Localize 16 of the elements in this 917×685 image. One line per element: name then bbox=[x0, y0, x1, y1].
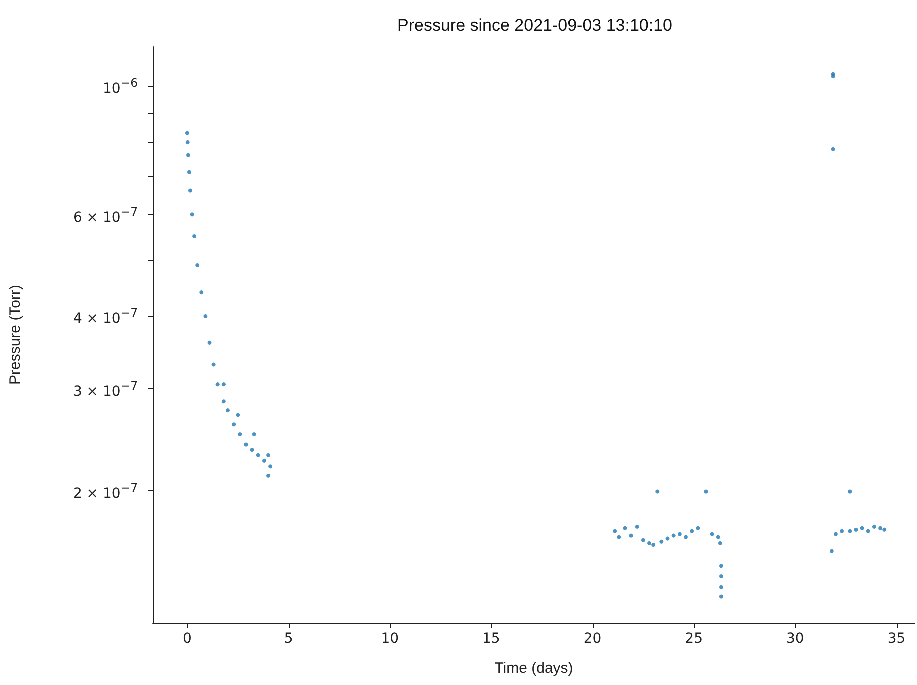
x-tick-label: 30 bbox=[786, 631, 804, 647]
chart-title: Pressure since 2021-09-03 13:10:10 bbox=[397, 16, 673, 35]
y-tick-label: 10$^{−6}$ bbox=[102, 76, 138, 98]
x-tick-label: 25 bbox=[685, 631, 704, 647]
x-tick-label: 5 bbox=[284, 631, 294, 647]
y-tick-label: 3 × 10$^{−7}$ bbox=[73, 378, 138, 400]
y-tick-label: 6 × 10$^{−7}$ bbox=[73, 204, 138, 226]
x-tick-label: 35 bbox=[888, 631, 906, 647]
x-tick-label: 10 bbox=[381, 631, 400, 647]
x-tick-label: 0 bbox=[182, 631, 192, 647]
y-axis-title: Pressure (Torr) bbox=[7, 284, 24, 386]
x-tick-label: 15 bbox=[482, 631, 500, 647]
y-tick-label: 4 × 10$^{−7}$ bbox=[73, 306, 138, 328]
x-axis-title: Time (days) bbox=[494, 660, 574, 677]
y-tick-label: 2 × 10$^{−7}$ bbox=[73, 480, 138, 502]
x-tick-label: 20 bbox=[584, 631, 602, 647]
